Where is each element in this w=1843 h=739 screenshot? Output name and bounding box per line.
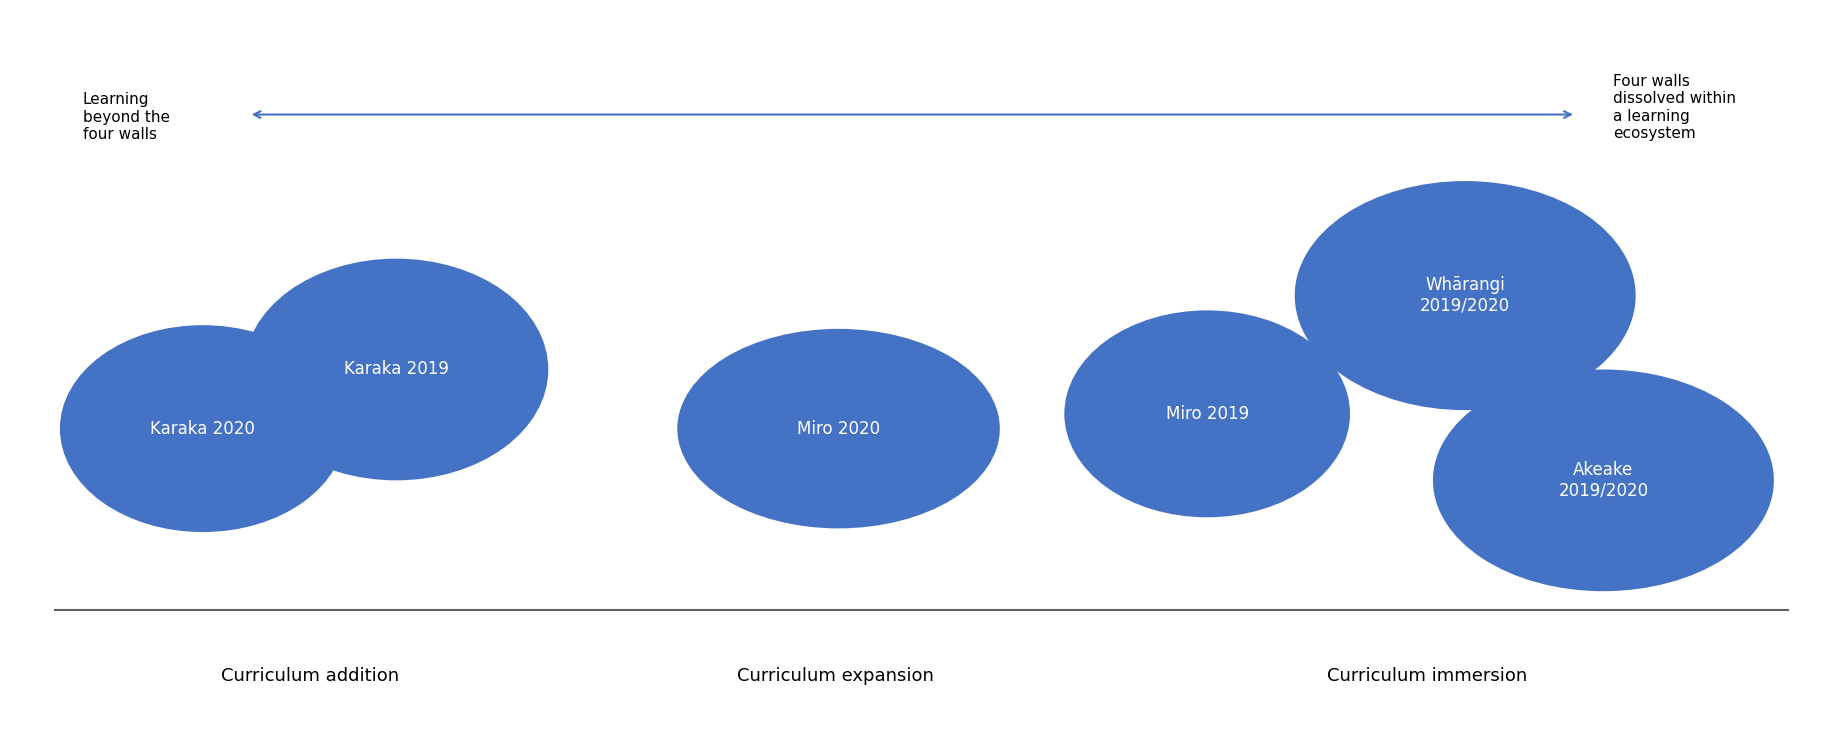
Text: Akeake
2019/2020: Akeake 2019/2020 — [1559, 461, 1648, 500]
Text: Miro 2019: Miro 2019 — [1165, 405, 1250, 423]
Text: Curriculum expansion: Curriculum expansion — [737, 667, 934, 685]
Ellipse shape — [243, 259, 549, 480]
Text: Curriculum addition: Curriculum addition — [221, 667, 400, 685]
Text: Curriculum immersion: Curriculum immersion — [1327, 667, 1528, 685]
Ellipse shape — [678, 329, 1001, 528]
Text: Miro 2020: Miro 2020 — [796, 420, 881, 437]
Ellipse shape — [59, 325, 346, 532]
Text: Learning
beyond the
four walls: Learning beyond the four walls — [83, 92, 170, 142]
Ellipse shape — [1065, 310, 1349, 517]
Text: Four walls
dissolved within
a learning
ecosystem: Four walls dissolved within a learning e… — [1613, 74, 1736, 141]
Ellipse shape — [1434, 370, 1773, 591]
Text: Whārangi
2019/2020: Whārangi 2019/2020 — [1421, 276, 1509, 315]
Ellipse shape — [1296, 181, 1637, 410]
Text: Karaka 2020: Karaka 2020 — [151, 420, 254, 437]
Text: Karaka 2019: Karaka 2019 — [345, 361, 448, 378]
